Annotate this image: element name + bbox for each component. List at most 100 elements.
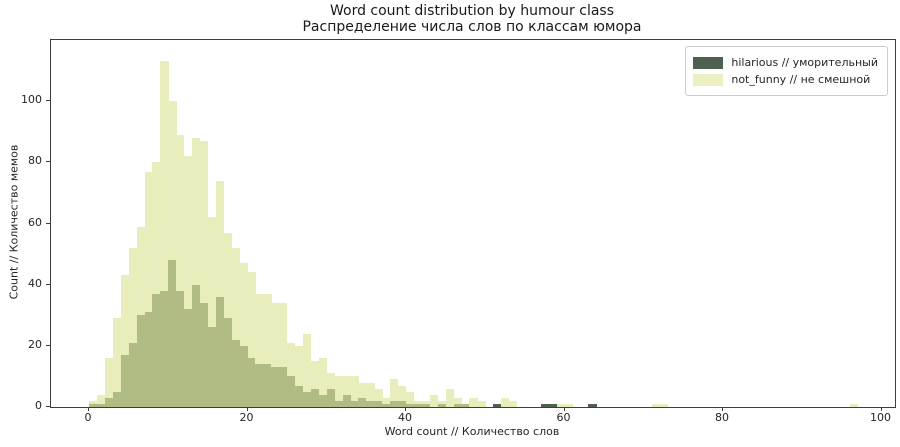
y-tick-mark (46, 344, 50, 346)
histogram-bin (231, 339, 240, 407)
x-tick-mark (880, 407, 882, 411)
histogram-bin (374, 388, 383, 401)
legend-item-hilarious: hilarious // уморительный (693, 55, 878, 70)
histogram-bin (239, 263, 248, 346)
histogram-bin (231, 247, 240, 340)
histogram-bin (263, 293, 272, 365)
histogram-bin (509, 400, 518, 407)
histogram-bin (128, 342, 137, 407)
legend-swatch-hilarious (693, 56, 724, 69)
histogram-bin (120, 355, 129, 407)
legend: hilarious // уморительный not_funny // н… (685, 46, 888, 96)
histogram-bin (849, 403, 859, 407)
histogram-bin (326, 388, 335, 407)
histogram-bin (287, 376, 296, 407)
y-tick-mark (46, 222, 50, 224)
histogram-bin (96, 394, 106, 404)
histogram-bin (390, 379, 399, 401)
y-tick-label: 0 (35, 399, 42, 412)
histogram-bin (255, 364, 264, 407)
legend-item-not-funny: not_funny // не смешной (693, 72, 878, 87)
y-tick-mark (46, 100, 50, 102)
histogram-bin (144, 312, 153, 407)
histogram-bin (247, 358, 256, 407)
legend-label-hilarious: hilarious // уморительный (731, 56, 878, 69)
histogram-bin (279, 303, 288, 368)
histogram-bin (136, 226, 145, 316)
x-tick-label: 0 (84, 411, 92, 424)
histogram-bin (223, 318, 232, 407)
histogram-bin (112, 318, 122, 392)
histogram-bin (659, 403, 668, 407)
histogram-bin (160, 61, 169, 291)
histogram-bin (406, 403, 415, 407)
histogram-bin (556, 403, 565, 407)
histogram-bin (445, 388, 454, 407)
y-tick-label: 20 (28, 337, 42, 351)
histogram-bin (413, 400, 423, 404)
histogram-bin (469, 397, 478, 407)
histogram-bin (89, 400, 98, 404)
histogram-bin (540, 403, 549, 407)
histogram-bin (398, 400, 407, 407)
histogram-bin (382, 397, 391, 404)
histogram-bin (382, 403, 391, 407)
x-tick-mark (405, 407, 407, 411)
histogram-bin (421, 400, 431, 404)
histogram-bin (453, 403, 462, 407)
plot-area: hilarious // уморительный not_funny // н… (50, 39, 896, 408)
histogram-bin (168, 260, 177, 407)
histogram-bin (192, 137, 201, 285)
histogram-bin (271, 303, 280, 368)
histogram-bin (477, 400, 486, 407)
histogram-bin (295, 345, 304, 386)
histogram-bin (263, 364, 272, 407)
histogram-bin (453, 397, 462, 404)
chart-title-en: Word count distribution by humour class (329, 3, 615, 19)
x-axis-label: Word count // Количество слов (384, 425, 560, 438)
histogram-bin (89, 403, 98, 407)
histogram-bin (318, 394, 328, 407)
histogram-bin (398, 385, 407, 401)
histogram-bin (255, 293, 264, 365)
histogram-bin (184, 309, 193, 407)
histogram-bin (168, 101, 177, 261)
histogram-bin (303, 391, 312, 407)
histogram-bin (310, 361, 320, 389)
histogram-bin (342, 394, 351, 407)
histogram-bin (334, 376, 343, 401)
histogram-bin (326, 373, 335, 389)
histogram-bin (350, 376, 359, 401)
histogram-bin (358, 382, 367, 398)
histogram-bin (413, 403, 423, 407)
histogram-bin (104, 397, 114, 407)
x-tick-mark (88, 407, 90, 411)
histogram-bin (279, 367, 288, 407)
histogram-bin (176, 134, 185, 291)
x-tick-label: 40 (398, 411, 413, 424)
histogram-bin (160, 290, 169, 407)
histogram-bin (342, 376, 351, 395)
histogram-bin (421, 403, 431, 407)
histogram-bin (192, 284, 201, 407)
histogram-bin (287, 342, 296, 377)
y-tick-label: 40 (28, 276, 42, 290)
histogram-bin (207, 217, 217, 328)
x-tick-mark (246, 407, 248, 411)
histogram-bin (366, 382, 375, 401)
histogram-bin (136, 315, 145, 407)
histogram-bin (184, 156, 193, 310)
histogram-bin (199, 303, 209, 407)
histogram-bin (104, 358, 114, 398)
histogram-bin (334, 400, 343, 407)
y-tick-label: 80 (28, 154, 42, 168)
histogram-bin (350, 400, 359, 407)
histogram-bin (207, 327, 217, 407)
y-tick-mark (46, 406, 50, 407)
histogram-bin (437, 400, 446, 404)
x-tick-mark (722, 407, 724, 411)
histogram-bin (199, 140, 209, 303)
histogram-bin (247, 272, 256, 359)
histogram-bin (461, 403, 470, 407)
x-tick-label: 20 (239, 411, 254, 424)
